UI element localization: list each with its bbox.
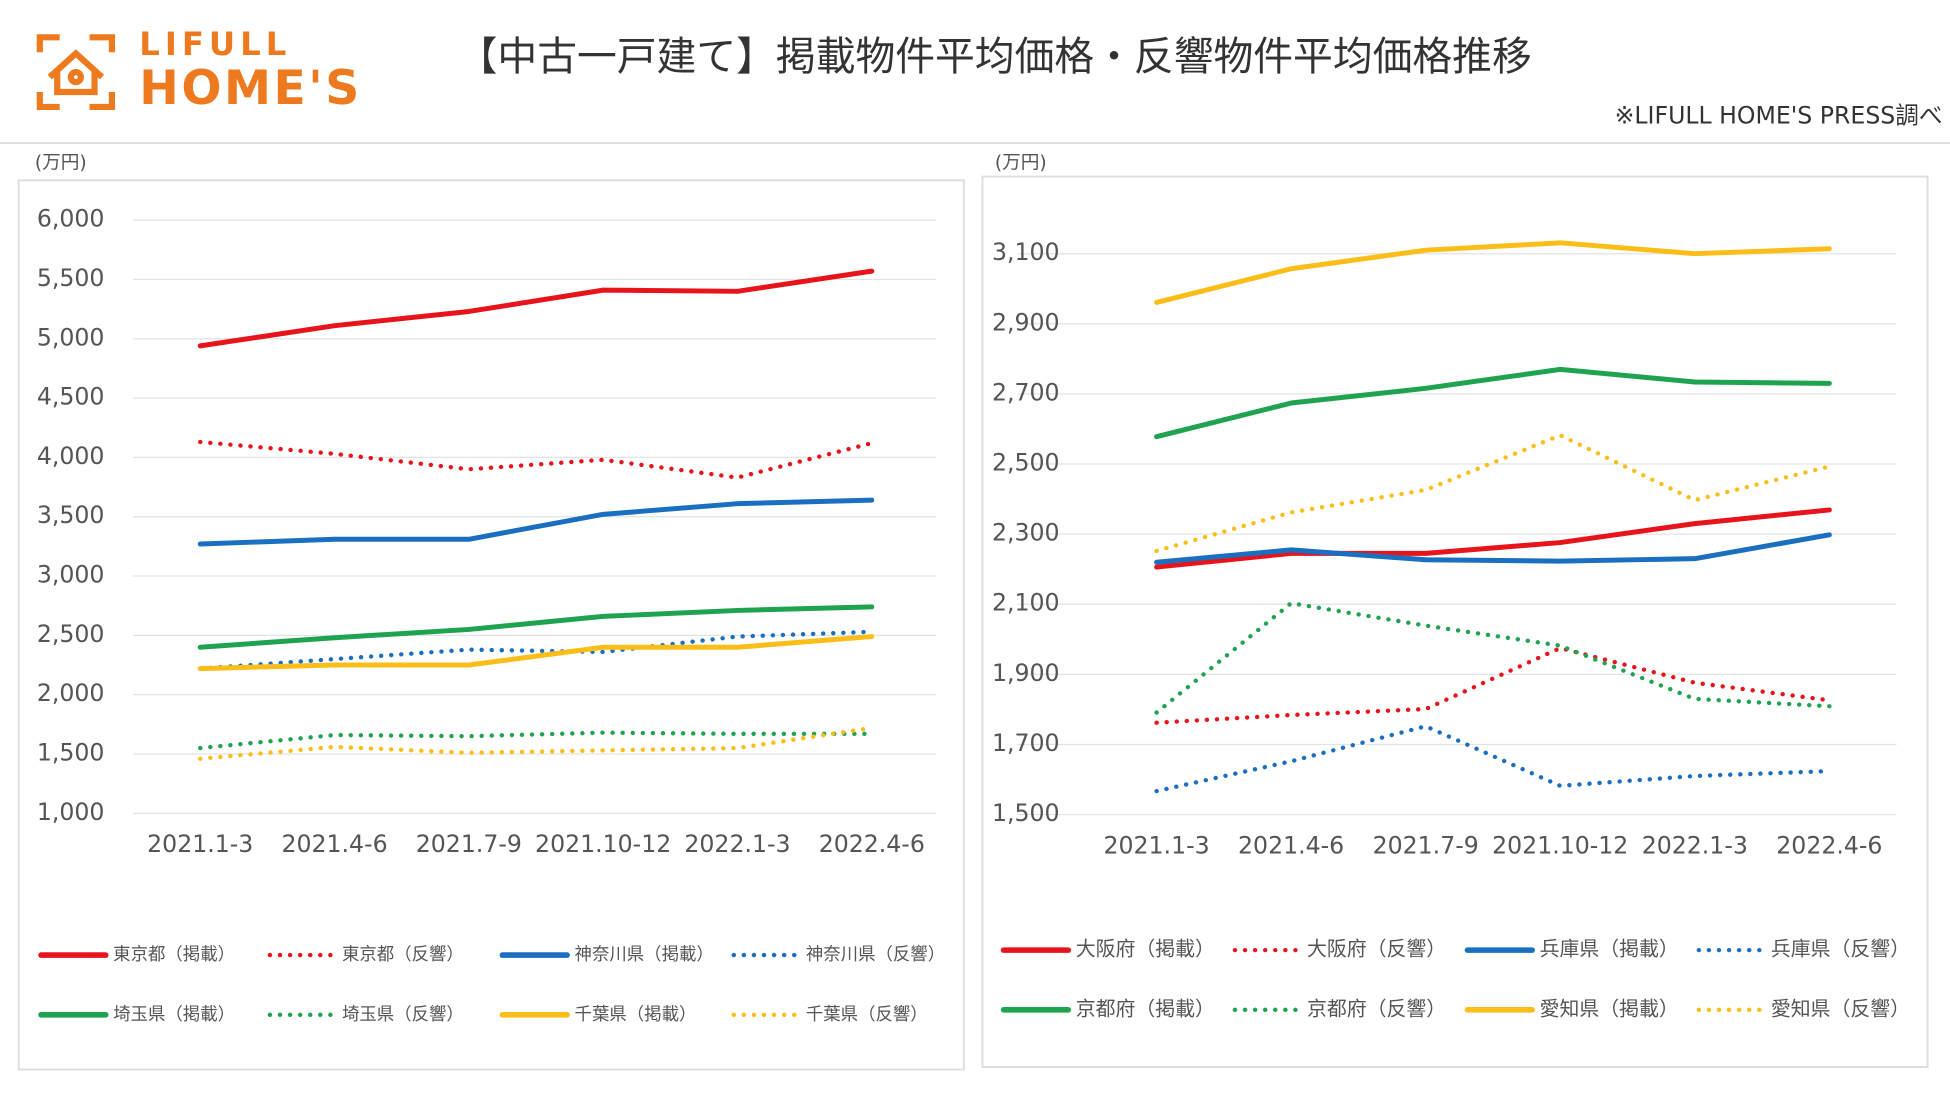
x-tick-label: 2021.10-12	[1492, 831, 1628, 859]
x-tick-label: 2022.4-6	[1776, 831, 1882, 859]
legend-label: 愛知県（掲載）	[1540, 997, 1679, 1020]
x-tick-label: 2022.4-6	[819, 830, 925, 858]
x-tick-label: 2022.1-3	[1642, 831, 1748, 859]
legend-label: 千葉県（反響）	[806, 1005, 928, 1025]
logo-icon	[36, 34, 116, 111]
x-tick-label: 2021.1-3	[147, 830, 253, 858]
y-tick-label: 1,700	[992, 729, 1060, 757]
y-tick-label: 2,500	[992, 449, 1060, 477]
y-tick-label: 1,500	[992, 799, 1060, 827]
legend-label: 愛知県（反響）	[1771, 997, 1910, 1020]
y-tick-label: 1,000	[37, 798, 105, 826]
series-line	[198, 439, 874, 480]
y-tick-label: 1,900	[992, 659, 1060, 687]
y-tick-label: 5,000	[37, 323, 105, 351]
legend-label: 兵庫県（反響）	[1771, 938, 1910, 961]
series-line	[1154, 366, 1832, 440]
title: 【中古一戸建て】掲載物件平均価格・反響物件平均価格推移	[458, 34, 1532, 80]
series-line	[1154, 601, 1832, 715]
series-line	[1154, 532, 1832, 565]
legend-label: 神奈川県（反響）	[806, 945, 945, 965]
y-tick-label: 2,500	[37, 620, 105, 648]
legend-label: 兵庫県（掲載）	[1540, 938, 1679, 961]
y-tick-label: 6,000	[37, 205, 105, 233]
y-tick-label: 3,100	[992, 238, 1060, 266]
note: ※LIFULL HOME'S PRESS調べ	[1615, 101, 1943, 129]
chart-frame	[981, 175, 1929, 1068]
x-tick-label: 2021.4-6	[1238, 831, 1344, 859]
legend-label: 千葉県（掲載）	[575, 1005, 697, 1025]
x-tick-label: 2021.10-12	[535, 830, 671, 858]
series-line	[1154, 433, 1832, 554]
legend-label: 大阪府（反響）	[1307, 938, 1446, 961]
y-tick-label: 5,500	[37, 264, 105, 292]
y-tick-label: 2,100	[992, 589, 1060, 617]
x-tick-label: 2021.4-6	[281, 830, 387, 858]
legend-label: 東京都（反響）	[342, 945, 464, 965]
y-tick-label: 2,300	[992, 519, 1060, 547]
y-tick-label: 2,000	[37, 679, 105, 707]
series-line	[198, 730, 874, 751]
legend-label: 埼玉県（反響）	[342, 1005, 464, 1025]
x-tick-label: 2021.1-3	[1103, 831, 1209, 859]
legend-label: 埼玉県（掲載）	[113, 1005, 235, 1025]
series-line	[197, 634, 875, 672]
chart-frame	[17, 179, 965, 1071]
legend-label: 東京都（掲載）	[113, 945, 235, 965]
y-tick-label: 3,000	[37, 561, 105, 589]
series-line	[1154, 645, 1832, 725]
series-line	[1154, 507, 1832, 570]
logo-text: HOME'S	[139, 61, 361, 116]
x-tick-label: 2021.7-9	[416, 830, 522, 858]
legend-label: 京都府（掲載）	[1076, 997, 1215, 1020]
y-tick-label: 4,500	[37, 383, 105, 411]
y-tick-label: 4,000	[37, 442, 105, 470]
series-line	[197, 497, 875, 547]
y-tick-label: 3,500	[37, 501, 105, 529]
series-line	[1154, 240, 1832, 305]
legend-label: 大阪府（掲載）	[1076, 938, 1215, 961]
y-tick-label: 1,500	[37, 739, 105, 767]
series-line	[198, 629, 874, 671]
y-axis-unit: (万円)	[35, 152, 87, 173]
y-tick-label: 2,900	[992, 308, 1060, 336]
x-tick-label: 2022.1-3	[684, 830, 790, 858]
series-line	[197, 268, 875, 349]
y-tick-label: 2,700	[992, 378, 1060, 406]
series-line	[1154, 724, 1832, 794]
x-tick-label: 2021.7-9	[1373, 831, 1479, 859]
legend-label: 神奈川県（掲載）	[575, 945, 714, 965]
y-axis-unit: (万円)	[995, 152, 1047, 173]
series-line	[198, 725, 874, 761]
series-line	[197, 604, 875, 650]
logo-text: LIFULL	[139, 25, 291, 63]
legend-label: 京都府（反響）	[1307, 997, 1446, 1020]
